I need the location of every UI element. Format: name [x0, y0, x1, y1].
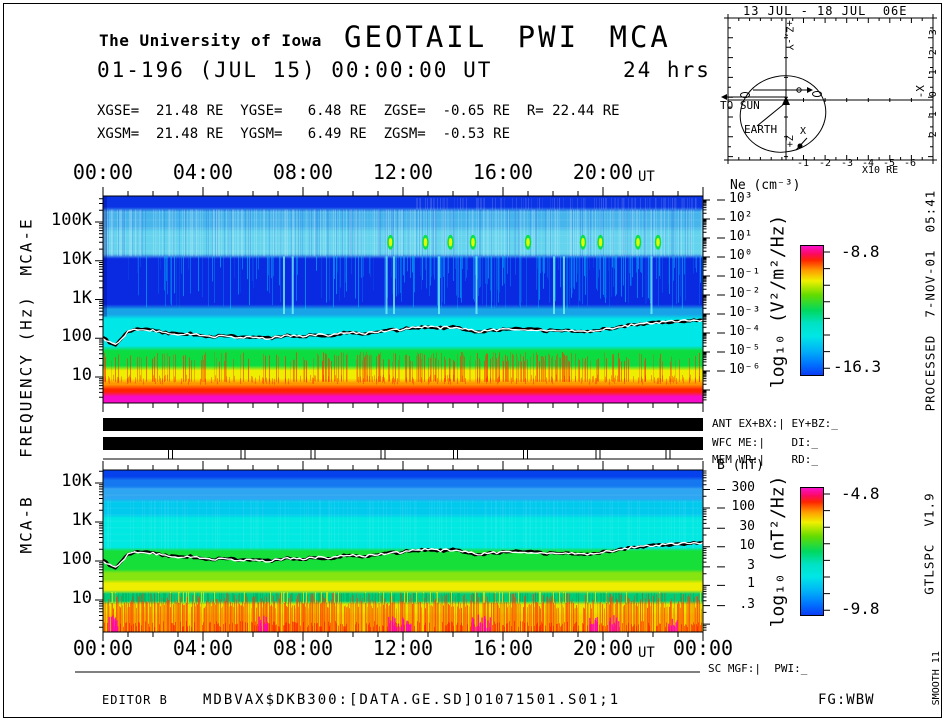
colorbar-mca-e [800, 245, 824, 376]
date-line: 01-196 (JUL 15) 00:00:00 UT [97, 58, 493, 82]
ut-label-bottom: UT [638, 645, 655, 661]
colorbar-b-max: -4.8 [841, 484, 880, 503]
spectrogram-canvas-mca-b [103, 470, 703, 632]
freq-tick-label-b: 100 [61, 549, 92, 569]
editor-label: EDITOR B [102, 693, 168, 707]
bnt-tick-label: 1 [747, 576, 755, 592]
status-ant: ANT EX+BX:| EY+BZ:_ [712, 417, 838, 430]
colorbar-e-min: -16.3 [833, 357, 882, 376]
fg-label: FG:WBW [818, 692, 875, 708]
time-label-top: 00:00 [72, 160, 134, 184]
colorbar-b-min: -9.8 [841, 599, 880, 618]
bnt-tick-label: 3 [747, 557, 755, 573]
time-label-top: 04:00 [172, 160, 234, 184]
time-label-bottom-end: 00:00 [672, 636, 734, 660]
orbit-inset-title: 13 JUL - 18 JUL 06E [743, 4, 908, 18]
bnt-tick-label: 30 [739, 519, 755, 535]
ne-tick-label: 10⁻⁶ [729, 362, 761, 377]
time-label-top: 12:00 [372, 160, 434, 184]
spectrogram-canvas-mca-e [103, 196, 703, 403]
software-version: GTLSPC V1.9 [921, 492, 937, 595]
orbit-x-tick-label: -6 [903, 158, 917, 169]
time-label-top: 20:00 [572, 160, 634, 184]
processed-timestamp: PROCESSED 7-NOV-01 05:41 [922, 189, 938, 412]
time-label-bottom: 12:00 [372, 636, 434, 660]
bnt-tick-label: .3 [739, 596, 755, 612]
orbit-x-unit-label: X10 RE [862, 165, 899, 176]
ne-tick-label: 10¹ [729, 229, 753, 244]
colorbar-e-label: log₁₀ (V²/m²/Hz) [767, 214, 789, 389]
freq-tick-label-e: 100K [51, 210, 92, 230]
time-label-bottom: 00:00 [72, 636, 134, 660]
smooth-label: SMOOTH 11 [930, 651, 942, 706]
orbit-axis-top-label: +Z,-Y [783, 20, 795, 51]
time-label-bottom: 16:00 [472, 636, 534, 660]
ne-tick-label: 10² [729, 210, 753, 225]
ne-tick-label: 10³ [729, 191, 753, 206]
orbit-inset-drawing [721, 14, 937, 164]
file-path: MDBVAX$DKB300:[DATA.GE.SD]O1071501.S01;1 [203, 692, 621, 708]
colorbar-b-label: log₁₀ (nT²/Hz) [767, 475, 789, 628]
orbit-x-tick-label: -1 [796, 158, 810, 169]
ne-tick-label: 10⁰ [729, 248, 753, 263]
status-sc-mgf: SC MGF:| PWI:_ [708, 662, 808, 675]
freq-tick-label-b: 1K [71, 510, 92, 530]
orbit-y-tick-label: 2 [927, 131, 939, 138]
freq-tick-label-e: 10K [61, 248, 92, 269]
org-name: The University of Iowa [99, 31, 322, 50]
bnt-tick-label: 10 [739, 537, 755, 553]
time-label-top: 16:00 [472, 160, 534, 184]
ne-tick-label: 10⁻³ [729, 305, 761, 320]
ne-tick-label: 10⁻⁴ [729, 324, 761, 339]
time-label-top: 08:00 [272, 160, 334, 184]
bnt-tick-label: 300 [731, 480, 755, 496]
colorbar-mca-b [800, 487, 824, 616]
orbit-x-tick-label: -5 [882, 158, 896, 169]
b-scale-title: B (nT) [717, 458, 764, 473]
gsm-coordinates: XGSM= 21.48 RE YGSM= 6.49 RE ZGSM= -0.53… [97, 126, 511, 142]
freq-tick-label-b: 10K [61, 471, 92, 491]
page-title: GEOTAIL PWI MCA [344, 20, 671, 54]
freq-tick-label-e: 100 [61, 326, 92, 347]
ut-label-top: UT [638, 169, 655, 185]
time-label-bottom: 04:00 [172, 636, 234, 660]
freq-tick-label-e: 10 [71, 365, 92, 385]
orbit-x-curve-label: X [800, 126, 807, 137]
time-label-bottom: 20:00 [572, 636, 634, 660]
ne-tick-label: 10⁻² [729, 286, 761, 301]
bnt-tick-label: 100 [731, 498, 755, 514]
ne-tick-label: 10⁻¹ [729, 267, 761, 282]
orbit-x-tick-label: -2 [818, 158, 832, 169]
status-wfc: WFC ME:| DI:_ [712, 436, 818, 449]
colorbar-e-max: -8.8 [841, 242, 880, 261]
status-mem: MEM WR:| RD:_ [712, 453, 818, 466]
ne-scale-title: Ne (cm⁻³) [730, 178, 801, 193]
time-label-bottom: 08:00 [272, 636, 334, 660]
orbit-axis-bottom-label: +Z [784, 135, 796, 148]
freq-tick-label-b: 10 [71, 588, 92, 608]
earth-label: EARTH [744, 123, 778, 136]
freq-tick-label-e: 1K [71, 287, 92, 308]
duration-label: 24 hrs [623, 58, 711, 82]
orbit-x-tick-label: -4 [861, 158, 875, 169]
ne-tick-label: 10⁻⁵ [729, 343, 761, 358]
to-sun-label: TO SUN [720, 99, 760, 112]
orbit-x-tick-label: -3 [840, 158, 854, 169]
gse-coordinates: XGSE= 21.48 RE YGSE= 6.48 RE ZGSE= -0.65… [97, 103, 620, 119]
orbit-axis-right-label: -X [914, 85, 928, 99]
